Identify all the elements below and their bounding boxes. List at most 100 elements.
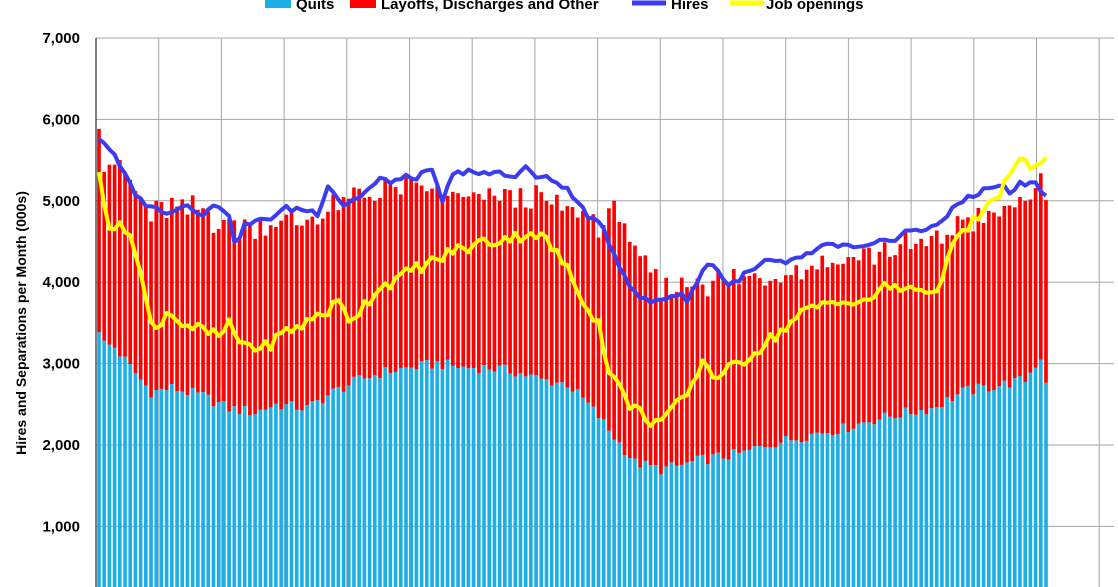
quits-bar bbox=[1038, 359, 1043, 587]
y-tick-label: 2,000 bbox=[42, 437, 80, 454]
layoffs-bar bbox=[482, 199, 486, 366]
quits-bar bbox=[222, 400, 226, 587]
layoffs-bar bbox=[445, 195, 450, 360]
layoffs-bar bbox=[825, 267, 830, 434]
quits-bar bbox=[284, 404, 289, 587]
layoffs-bar bbox=[898, 244, 903, 418]
quits-bar bbox=[716, 452, 721, 587]
layoffs-bar bbox=[508, 190, 512, 374]
quits-bar bbox=[419, 361, 424, 587]
quits-bar bbox=[1012, 378, 1017, 587]
layoffs-bar bbox=[737, 284, 741, 453]
quits-bar bbox=[268, 407, 273, 587]
quits-bar bbox=[518, 373, 523, 587]
quits-bar bbox=[294, 409, 299, 587]
layoffs-bar bbox=[888, 256, 892, 417]
layoffs-bar bbox=[914, 243, 918, 415]
quits-bar bbox=[482, 365, 486, 587]
quits-bar bbox=[456, 367, 460, 587]
quits-bar bbox=[711, 454, 715, 587]
quits-bar bbox=[898, 417, 903, 587]
quits-bar bbox=[737, 452, 741, 587]
quits-bar bbox=[768, 447, 773, 587]
layoffs-bar bbox=[627, 241, 632, 459]
layoffs-bar bbox=[726, 284, 731, 460]
quits-bar bbox=[305, 405, 309, 587]
quits-bar bbox=[971, 394, 975, 587]
layoffs-bar bbox=[326, 211, 330, 396]
layoffs-bar bbox=[242, 219, 247, 407]
quits-bar bbox=[326, 395, 330, 587]
quits-bar bbox=[227, 411, 231, 587]
layoffs-bar bbox=[601, 224, 606, 420]
y-tick-label: 5,000 bbox=[42, 193, 80, 210]
layoffs-bar bbox=[440, 198, 445, 370]
layoffs-bar bbox=[799, 279, 804, 443]
quits-bar bbox=[232, 406, 237, 587]
quits-bar bbox=[1028, 372, 1033, 587]
layoffs-bar bbox=[258, 220, 263, 410]
layoffs-bar bbox=[138, 198, 143, 380]
quits-bar bbox=[784, 435, 788, 587]
y-tick-label: 6,000 bbox=[42, 111, 80, 128]
legend-swatch-layoffs bbox=[350, 0, 376, 8]
quits-bar bbox=[815, 432, 819, 587]
layoffs-bar bbox=[346, 198, 351, 386]
quits-bar bbox=[690, 461, 695, 587]
quits-bar bbox=[492, 371, 497, 587]
quits-bar bbox=[393, 371, 398, 587]
quits-bar bbox=[274, 403, 278, 587]
quits-bar bbox=[513, 376, 518, 587]
y-tick-label: 3,000 bbox=[42, 356, 80, 373]
quits-bar bbox=[404, 367, 408, 587]
quits-bar bbox=[372, 375, 377, 587]
layoffs-bar bbox=[352, 187, 356, 377]
layoffs-bar bbox=[1018, 196, 1022, 376]
layoffs-bar bbox=[971, 231, 975, 395]
layoffs-bar bbox=[529, 208, 533, 375]
layoffs-bar bbox=[549, 204, 554, 386]
layoffs-bar bbox=[924, 246, 929, 415]
quits-bar bbox=[341, 391, 346, 587]
layoffs-bar bbox=[1044, 200, 1048, 383]
quits-bar bbox=[804, 440, 809, 587]
layoffs-bar bbox=[716, 269, 721, 453]
quits-bar bbox=[357, 375, 361, 587]
quits-bar bbox=[1023, 381, 1028, 587]
layoffs-bar bbox=[159, 202, 164, 389]
quits-bar bbox=[799, 442, 804, 587]
layoffs-bar bbox=[180, 199, 185, 392]
quits-bar bbox=[523, 376, 528, 587]
layoffs-bar bbox=[877, 251, 882, 420]
layoffs-bar bbox=[253, 238, 257, 415]
layoffs-bar bbox=[747, 275, 752, 450]
layoffs-bar bbox=[986, 210, 991, 392]
quits-bar bbox=[627, 458, 632, 587]
layoffs-bar bbox=[763, 285, 767, 448]
layoffs-bar bbox=[471, 192, 476, 369]
quits-bar bbox=[914, 414, 918, 587]
quits-bar bbox=[986, 391, 991, 587]
quits-bar bbox=[992, 390, 996, 587]
layoffs-bar bbox=[664, 277, 668, 467]
quits-bar bbox=[242, 406, 247, 587]
layoffs-bar bbox=[128, 179, 133, 364]
layoffs-bar bbox=[196, 209, 200, 393]
layoffs-bar bbox=[992, 212, 996, 391]
quits-bar bbox=[534, 375, 538, 587]
quits-bar bbox=[888, 416, 892, 587]
quits-bar bbox=[591, 406, 596, 587]
quits-bar bbox=[471, 368, 476, 587]
quits-bar bbox=[721, 458, 726, 587]
quits-bar bbox=[331, 388, 335, 587]
quits-bar bbox=[477, 373, 481, 587]
layoffs-bar bbox=[331, 194, 335, 389]
quits-bar bbox=[1018, 375, 1022, 587]
job-openings-line bbox=[97, 156, 1048, 429]
quits-bar bbox=[669, 462, 674, 587]
layoffs-bar bbox=[752, 273, 757, 447]
legend-swatch-quits bbox=[265, 0, 291, 8]
quits-bar bbox=[263, 409, 268, 587]
layoffs-bar bbox=[206, 211, 211, 395]
layoffs-bar bbox=[893, 255, 897, 419]
